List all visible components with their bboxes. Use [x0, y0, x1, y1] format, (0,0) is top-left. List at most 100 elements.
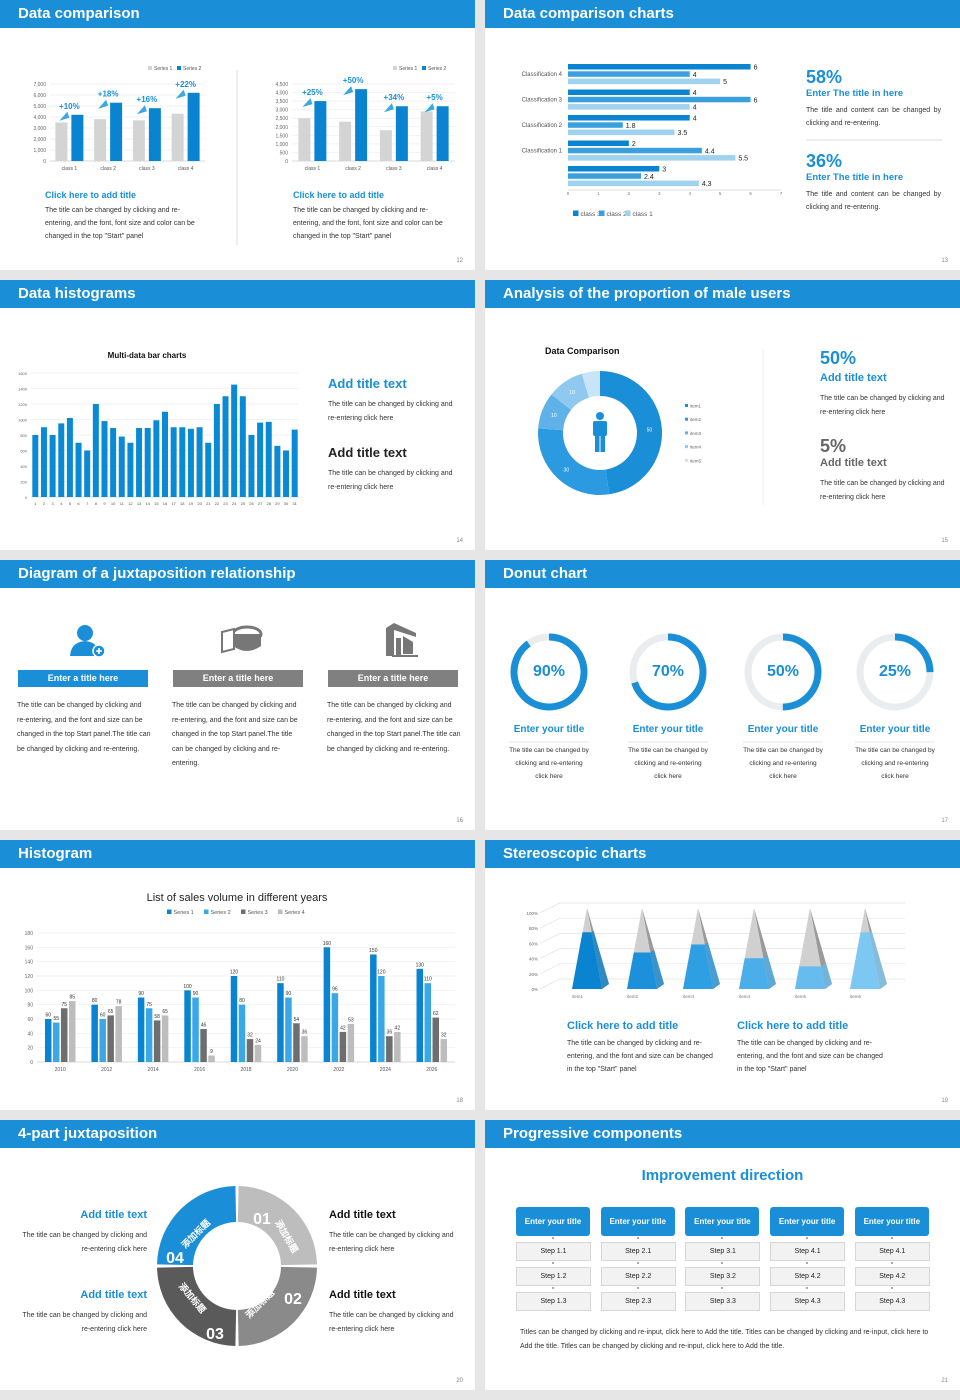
progress-rings: [509, 633, 935, 743]
page-number: 12: [456, 258, 463, 264]
data-label: 55: [53, 1016, 59, 1022]
step-box[interactable]: Step 4.2: [770, 1267, 846, 1286]
bar: [231, 384, 238, 497]
step-header-button[interactable]: Enter your title: [685, 1207, 760, 1236]
caption-title[interactable]: Click here to add title: [737, 1020, 849, 1032]
step-box[interactable]: Step 3.1: [685, 1242, 761, 1261]
stat-title[interactable]: Enter The title in here: [806, 172, 904, 183]
stat-title[interactable]: Add title text: [820, 372, 887, 384]
step-box[interactable]: Step 4.2: [854, 1267, 930, 1286]
bar: [115, 1006, 122, 1062]
item-title[interactable]: Add title text: [80, 1209, 147, 1221]
title-button[interactable]: Enter a title here: [328, 670, 458, 687]
gridline: [539, 948, 905, 959]
caption-body: The title can be changed by clicking and…: [293, 207, 443, 240]
stat-title[interactable]: Enter The title in here: [806, 88, 904, 99]
legend-swatch: [685, 458, 688, 462]
bar: [58, 423, 65, 497]
x-tick-label: 2024: [380, 1067, 391, 1073]
x-tick-label: 4: [60, 501, 63, 506]
data-label: 60: [45, 1013, 51, 1019]
bar: [394, 1031, 401, 1062]
bar: [101, 421, 108, 497]
y-tick-label: 40: [27, 1031, 33, 1037]
bar: [257, 422, 264, 497]
bar: [424, 983, 432, 1062]
title-button[interactable]: Enter a title here: [173, 670, 303, 687]
bar: [293, 1023, 300, 1062]
growth-annotation: +25%: [302, 88, 323, 97]
legend-swatch: [625, 210, 631, 216]
step-box[interactable]: Step 4.1: [770, 1242, 846, 1261]
growth-annotation: +22%: [175, 80, 196, 89]
bar: [222, 396, 229, 497]
item-title[interactable]: Add title text: [328, 445, 407, 460]
data-label: 110: [424, 977, 432, 983]
sales-bar-chart: List of sales volume in different years S…: [25, 892, 455, 1073]
step-box[interactable]: Step 3.2: [685, 1267, 761, 1286]
pyramid-bar: [572, 932, 602, 989]
step-header-button[interactable]: Enter your title: [600, 1207, 675, 1236]
caption-title[interactable]: Click here to add title: [45, 190, 137, 200]
step-header-button[interactable]: Enter your title: [854, 1207, 929, 1236]
step-box[interactable]: Step 3.3: [685, 1292, 761, 1311]
ring-label: 50%: [766, 663, 800, 680]
step-box[interactable]: Step 4.1: [854, 1242, 930, 1261]
y-tick-label: 1,500: [275, 133, 288, 139]
bar: [301, 1036, 308, 1062]
bar: [200, 1029, 207, 1062]
arrow-icon: [175, 89, 186, 99]
bar: [92, 404, 99, 497]
stat-title[interactable]: Add title text: [820, 457, 887, 469]
ring-title[interactable]: Enter your title: [513, 724, 585, 735]
step-box[interactable]: Step 4.3: [770, 1292, 846, 1311]
ring-title[interactable]: Enter your title: [747, 724, 819, 735]
title-button[interactable]: Enter a title here: [18, 670, 148, 687]
bar: [378, 976, 385, 1062]
item-title[interactable]: Add title text: [329, 1289, 396, 1301]
x-tick-label: 2014: [148, 1067, 159, 1073]
step-box[interactable]: Step 2.3: [600, 1292, 676, 1311]
x-tick-label: 1: [597, 191, 600, 196]
step-box[interactable]: Step 2.2: [600, 1267, 676, 1286]
step-box[interactable]: Step 2.1: [600, 1242, 676, 1261]
page-number: 13: [941, 258, 948, 264]
bar: [55, 122, 68, 161]
y-tick-label: 160: [25, 945, 34, 951]
x-tick-label: 23: [223, 501, 228, 506]
data-label: 80: [239, 998, 245, 1004]
x-tick-label: item4: [739, 994, 751, 999]
segment-number: 01: [253, 1211, 271, 1228]
y-tick-label: 60: [27, 1017, 33, 1023]
caption-title[interactable]: Click here to add title: [567, 1020, 679, 1032]
bar: [568, 71, 690, 77]
legend-label: Series 2: [183, 66, 202, 72]
step-header-button[interactable]: Enter your title: [770, 1207, 845, 1236]
step-header-button[interactable]: Enter your title: [516, 1207, 590, 1236]
slide-title: Progressive components: [485, 1120, 960, 1148]
data-label: 9: [210, 1049, 213, 1055]
step-box[interactable]: Step 1.2: [516, 1267, 591, 1286]
data-label: 110: [276, 977, 284, 983]
bar: [277, 983, 284, 1062]
data-label: 5: [723, 79, 727, 86]
step-box[interactable]: Step 1.1: [516, 1242, 591, 1261]
item-title[interactable]: Add title text: [329, 1209, 396, 1221]
item-title[interactable]: Add title text: [80, 1289, 147, 1301]
x-tick-label: 9: [103, 501, 106, 506]
caption-title[interactable]: Click here to add title: [293, 190, 385, 200]
bar: [420, 111, 433, 161]
bar: [568, 96, 751, 103]
ring-title[interactable]: Enter your title: [632, 724, 704, 735]
data-label: 4.3: [702, 181, 712, 188]
data-label: 32: [247, 1033, 253, 1039]
item-title[interactable]: Add title text: [328, 376, 407, 391]
bar: [314, 101, 327, 161]
x-tick-label: 6: [77, 501, 80, 506]
pyramid-side-fill: [704, 942, 720, 989]
step-box[interactable]: Step 1.3: [516, 1292, 591, 1311]
connector-dot: [636, 1262, 639, 1264]
ring-title[interactable]: Enter your title: [859, 724, 931, 735]
bar: [568, 155, 736, 161]
step-box[interactable]: Step 4.3: [854, 1292, 930, 1311]
